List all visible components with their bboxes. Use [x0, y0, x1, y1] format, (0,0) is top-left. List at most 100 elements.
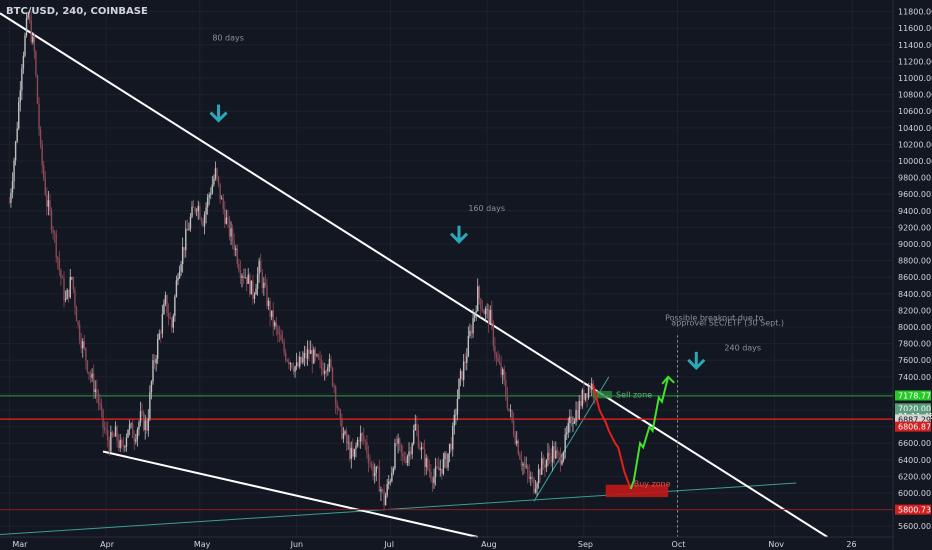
candle-body	[327, 367, 329, 372]
candle-body	[309, 350, 312, 354]
candle-body	[523, 463, 526, 467]
candle-body	[117, 441, 120, 449]
candle-body	[442, 459, 445, 474]
candle-body	[167, 313, 170, 318]
candle-body	[305, 352, 307, 359]
candle-body	[55, 233, 57, 258]
candle-body	[319, 358, 321, 361]
candle-body	[244, 277, 246, 278]
candle-body	[364, 441, 367, 442]
candle-body	[264, 282, 267, 286]
price-tick-label: 9400.00	[898, 207, 931, 216]
candle-body	[469, 330, 471, 336]
candle-body	[200, 218, 203, 222]
candle-body	[181, 247, 184, 264]
candle-body	[398, 438, 401, 444]
annotation-text: 240 days	[724, 343, 761, 352]
price-tick-label: 6400.00	[898, 456, 931, 465]
symbol-title: BTC/USD, 240, COINBASE	[6, 6, 148, 17]
candle-body	[242, 275, 245, 278]
candle-body	[378, 467, 381, 492]
candle-body	[334, 386, 337, 405]
price-tick-label: 11000.00	[898, 74, 932, 83]
candle-body	[161, 314, 164, 334]
candle-body	[539, 469, 541, 475]
candle-body	[252, 280, 254, 299]
candle-body	[589, 386, 591, 390]
candle-body	[436, 466, 438, 468]
candle-body	[108, 440, 110, 452]
candle-body	[375, 466, 377, 473]
candle-body	[402, 452, 404, 457]
price-tick-label: 10600.00	[898, 107, 932, 116]
price-tick-label: 10200.00	[898, 140, 932, 149]
candle-body	[528, 473, 530, 480]
candle-body	[11, 181, 14, 193]
candle-body	[144, 420, 146, 431]
candle-body	[403, 456, 406, 461]
candle-body	[466, 356, 468, 363]
candle-body	[372, 465, 374, 477]
candle-body	[400, 443, 402, 453]
candle-body	[47, 200, 50, 207]
candle-body	[52, 229, 54, 233]
candle-body	[431, 478, 434, 484]
candle-body	[247, 274, 249, 284]
candle-body	[353, 448, 356, 457]
candle-body	[575, 410, 577, 422]
candle-body	[172, 315, 174, 328]
price-tick-label: 7800.00	[898, 340, 931, 349]
candle-body	[306, 349, 309, 359]
candle-body	[445, 453, 448, 468]
candle-body	[267, 300, 270, 306]
candle-body	[578, 400, 580, 419]
candle-body	[213, 178, 215, 185]
candle-body	[336, 404, 338, 409]
candle-body	[389, 481, 391, 483]
candle-body	[63, 278, 65, 301]
candle-body	[245, 277, 248, 284]
candle-body	[359, 433, 362, 442]
candle-body	[80, 340, 82, 349]
candle-body	[289, 363, 292, 365]
candle-body	[295, 362, 298, 367]
candle-body	[363, 435, 365, 442]
candle-body	[191, 206, 193, 217]
candle-body	[455, 414, 457, 416]
candle-body	[331, 367, 334, 386]
candle-body	[202, 221, 204, 227]
candle-body	[152, 360, 154, 382]
price-tag	[895, 421, 931, 432]
candle-body	[147, 418, 150, 431]
candle-body	[219, 183, 221, 200]
candle-body	[85, 347, 87, 361]
time-axis: Mar Apr May Jun Jul Aug Sep Oct Nov 26	[0, 536, 893, 549]
candle-body	[125, 437, 128, 447]
candle-body	[491, 309, 493, 323]
candle-body	[136, 429, 139, 440]
candle-body	[113, 435, 115, 437]
candle-body	[39, 129, 42, 145]
candle-body	[83, 341, 86, 348]
candle-body	[526, 466, 529, 474]
candle-body	[122, 445, 125, 447]
candle-body	[572, 423, 574, 425]
price-tag	[895, 403, 931, 414]
price-tick-label: 8600.00	[898, 273, 931, 282]
candle-body	[525, 466, 527, 468]
candle-body	[27, 14, 29, 19]
candle-body	[391, 472, 393, 482]
candle-body	[97, 394, 100, 404]
arrows	[209, 104, 706, 370]
candle-body	[459, 370, 462, 379]
candle-body	[581, 389, 584, 407]
candle-body	[291, 363, 293, 369]
candle-body	[300, 356, 303, 363]
price-tick-label: 6000.00	[898, 489, 931, 498]
candle-body	[71, 277, 73, 279]
candle-body	[22, 55, 25, 69]
candle-body	[208, 194, 210, 198]
candle-body	[428, 468, 431, 472]
candle-body	[43, 165, 45, 179]
